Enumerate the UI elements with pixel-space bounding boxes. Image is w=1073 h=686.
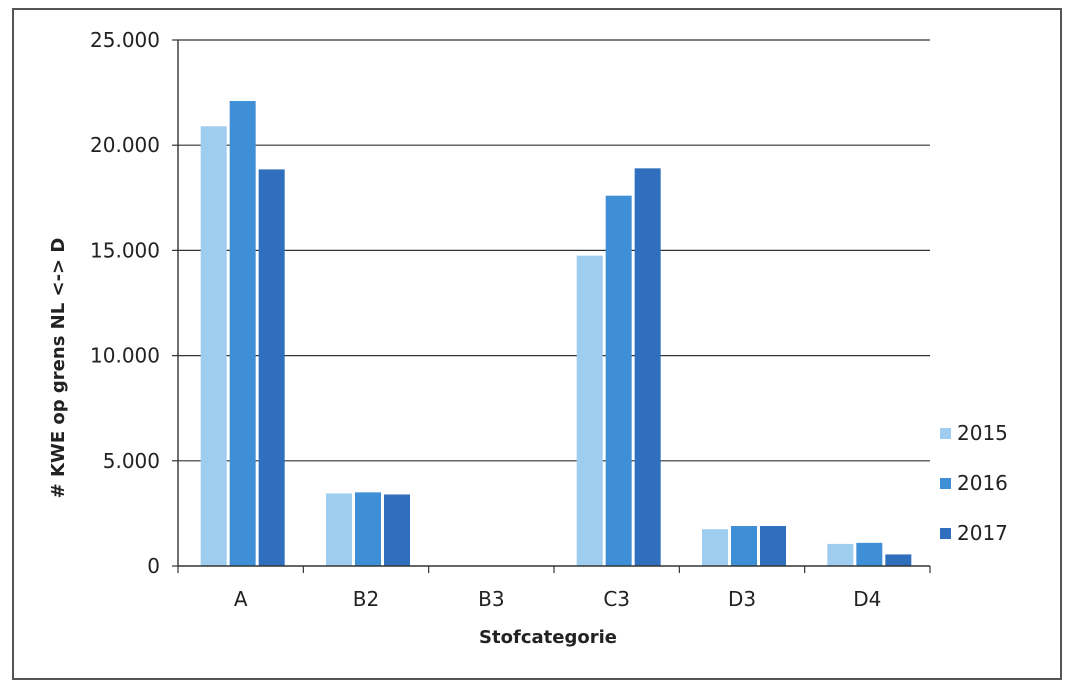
x-tick-label: B2 [353,587,379,611]
bars [200,101,912,567]
x-tick-label: B3 [478,587,504,611]
gridlines [178,39,930,462]
bar-2017-A [258,169,285,566]
legend: 2015 2016 2017 [940,421,1008,545]
bar-2016-D4 [856,542,883,566]
x-axis-title: Stofcategorie [479,627,617,648]
y-tick-label: 5.000 [103,449,160,473]
y-tick-label: 25.000 [90,28,160,52]
legend-swatch-2016 [940,478,951,489]
legend-label-2015: 2015 [957,421,1008,445]
bar-2017-C3 [634,168,661,566]
y-tick-label: 0 [147,554,160,578]
bar-2015-C3 [576,255,603,566]
y-axis-ticks: 0 5.000 10.000 15.000 20.000 25.000 [90,28,178,578]
y-tick-label: 20.000 [90,133,160,157]
legend-label-2017: 2017 [957,521,1008,545]
bar-2017-D4 [885,554,912,566]
x-tick-label: A [234,587,248,611]
bar-2016-B2 [355,492,381,566]
bar-2017-B2 [384,494,410,566]
legend-swatch-2017 [940,528,951,539]
x-axis-ticks: A B2 B3 C3 D3 D4 [177,566,931,611]
y-tick-label: 10.000 [90,344,160,368]
x-tick-label: C3 [603,587,630,611]
bar-2015-A [200,126,227,566]
bar-2016-C3 [605,195,632,567]
bar-2017-D3 [760,526,786,566]
x-tick-label: D4 [853,587,881,611]
legend-label-2016: 2016 [957,471,1008,495]
axes [177,40,930,567]
bar-2016-D3 [731,526,757,566]
bar-2015-D3 [702,529,728,566]
legend-swatch-2015 [940,428,951,439]
bar-2015-B2 [326,493,352,566]
y-axis-title: # KWE op grens NL <-> D [48,238,69,499]
bar-2015-D4 [827,543,854,566]
x-tick-label: D3 [728,587,756,611]
chart-frame [12,8,1062,680]
bar-2016-A [229,101,256,567]
y-tick-label: 15.000 [90,238,160,262]
